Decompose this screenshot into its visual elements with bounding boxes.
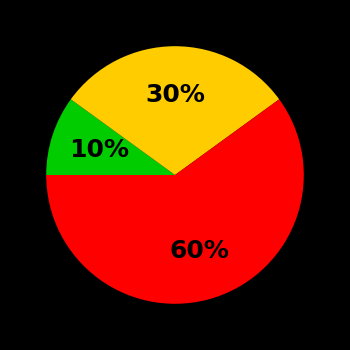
Text: 10%: 10% bbox=[69, 138, 129, 162]
Wedge shape bbox=[46, 99, 175, 175]
Wedge shape bbox=[71, 46, 279, 175]
Wedge shape bbox=[46, 99, 304, 304]
Text: 60%: 60% bbox=[170, 239, 230, 263]
Text: 30%: 30% bbox=[145, 83, 205, 107]
